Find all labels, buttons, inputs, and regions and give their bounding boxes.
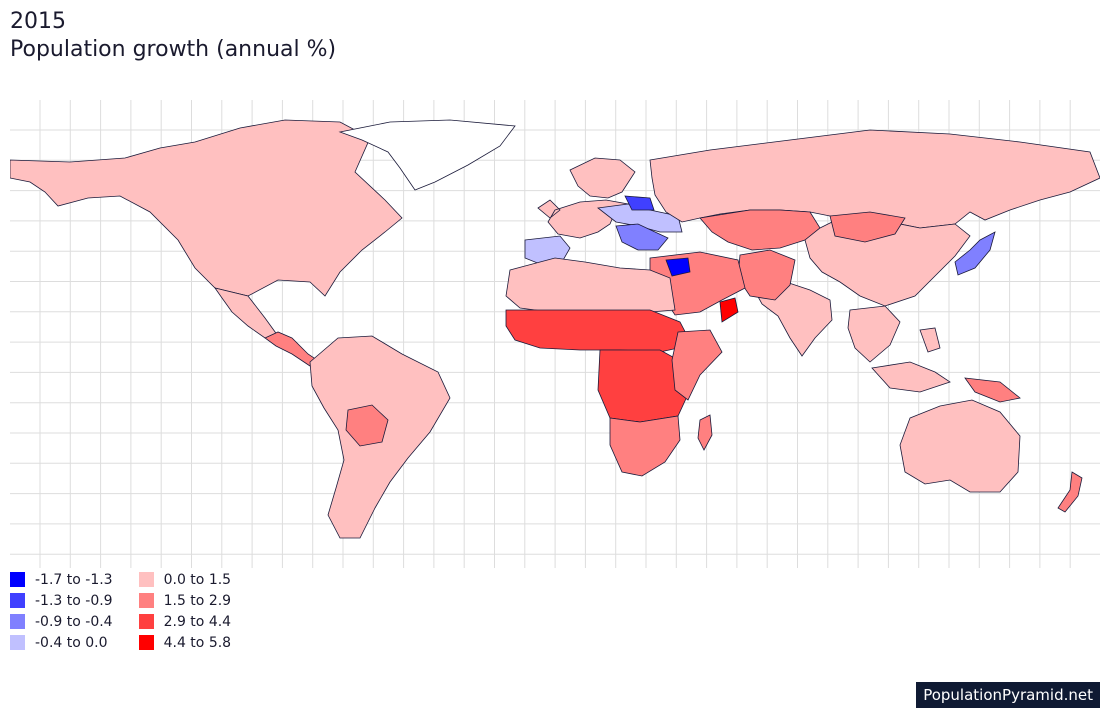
legend-swatch <box>138 614 154 629</box>
legend-swatch <box>138 572 154 587</box>
brand-badge[interactable]: PopulationPyramid.net <box>916 682 1100 708</box>
region-sahel[interactable] <box>505 309 693 353</box>
legend-swatch <box>10 572 25 587</box>
legend-swatch <box>10 635 25 650</box>
region-baltics[interactable] <box>624 195 655 211</box>
legend: -1.7 to -1.3 -1.3 to -0.9 -0.9 to -0.4 -… <box>10 569 231 653</box>
region-australia[interactable] <box>899 399 1021 493</box>
region-north-africa[interactable] <box>505 257 676 313</box>
legend-swatch <box>138 635 154 650</box>
legend-item: 4.4 to 5.8 <box>138 632 232 653</box>
legend-item: 1.5 to 2.9 <box>138 590 232 611</box>
legend-column-positive: 0.0 to 1.5 1.5 to 2.9 2.9 to 4.4 4.4 to … <box>138 569 232 653</box>
legend-swatch <box>138 593 154 608</box>
world-map <box>10 100 1100 568</box>
legend-column-negative: -1.7 to -1.3 -1.3 to -0.9 -0.9 to -0.4 -… <box>10 569 113 653</box>
region-greenland[interactable] <box>338 119 516 191</box>
region-japan[interactable] <box>954 231 996 276</box>
region-new-zealand[interactable] <box>1057 471 1083 513</box>
legend-label: 0.0 to 1.5 <box>163 571 232 588</box>
region-mexico[interactable] <box>214 287 279 339</box>
region-southeast-asia[interactable] <box>847 305 951 393</box>
legend-item: 0.0 to 1.5 <box>138 569 232 590</box>
region-papua-new-guinea[interactable] <box>964 377 1021 403</box>
region-central-asia[interactable] <box>699 209 821 251</box>
legend-label: -0.9 to -0.4 <box>35 613 113 630</box>
legend-label: 2.9 to 4.4 <box>163 613 232 630</box>
region-mongolia[interactable] <box>829 211 906 243</box>
region-madagascar[interactable] <box>697 414 713 451</box>
legend-label: -1.7 to -1.3 <box>35 571 113 588</box>
legend-label: -1.3 to -0.9 <box>35 592 113 609</box>
legend-item: -1.7 to -1.3 <box>10 569 113 590</box>
region-balkans[interactable] <box>615 223 669 251</box>
region-east-africa[interactable] <box>671 329 723 401</box>
map-title: Population growth (annual %) <box>10 37 337 62</box>
region-bolivia[interactable] <box>345 404 389 447</box>
legend-swatch <box>10 593 25 608</box>
legend-item: -0.9 to -0.4 <box>10 611 113 632</box>
region-southern-africa[interactable] <box>609 415 681 477</box>
region-syria[interactable] <box>665 257 691 277</box>
legend-label: 4.4 to 5.8 <box>163 634 232 651</box>
map-title-block: 2015 Population growth (annual %) <box>10 8 336 64</box>
legend-item: 2.9 to 4.4 <box>138 611 232 632</box>
legend-swatch <box>10 614 25 629</box>
region-north-america[interactable] <box>10 119 403 297</box>
country-shapes <box>10 119 1100 539</box>
world-map-svg <box>10 100 1100 568</box>
legend-label: 1.5 to 2.9 <box>163 592 232 609</box>
year-label: 2015 <box>10 9 66 34</box>
legend-item: -0.4 to 0.0 <box>10 632 113 653</box>
region-oman[interactable] <box>719 297 739 323</box>
legend-label: -0.4 to 0.0 <box>35 634 108 651</box>
legend-item: -1.3 to -0.9 <box>10 590 113 611</box>
